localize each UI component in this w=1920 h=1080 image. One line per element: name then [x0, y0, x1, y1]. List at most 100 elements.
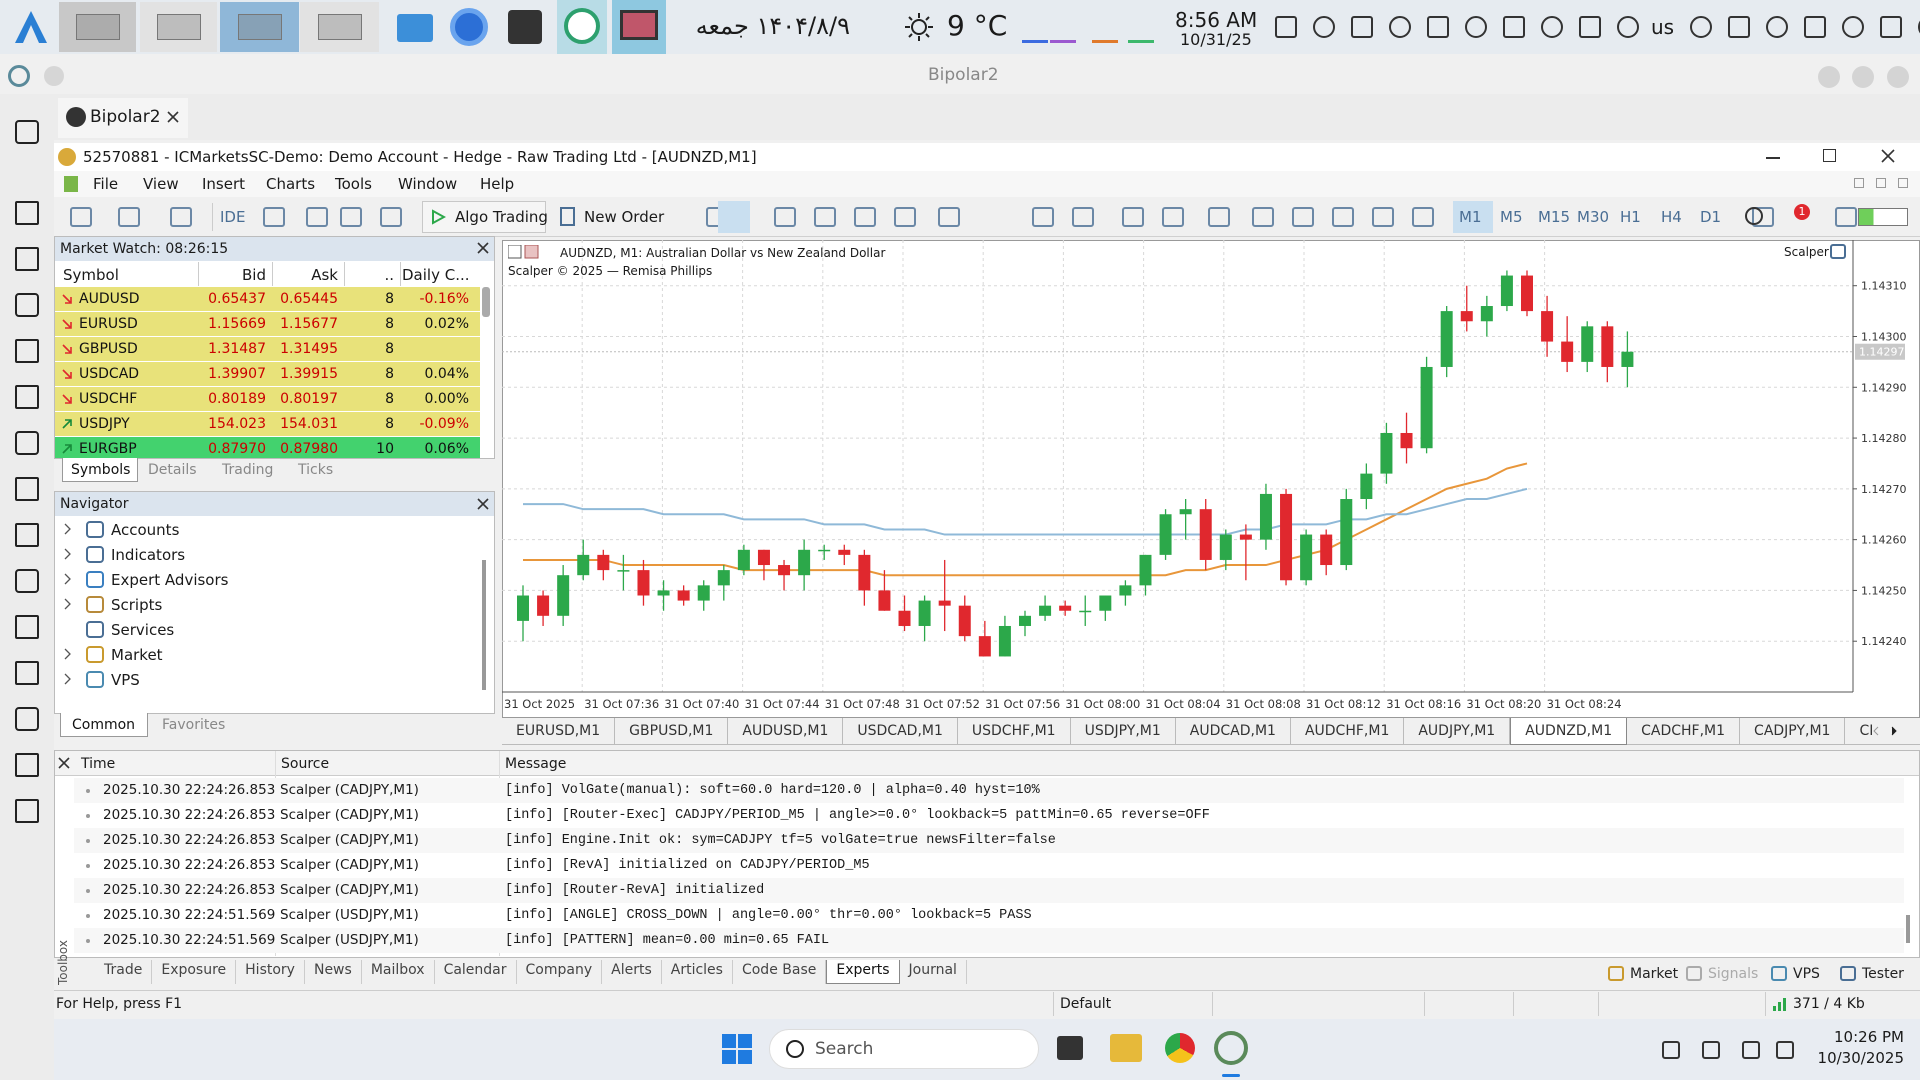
tray-icon[interactable]: [1804, 16, 1826, 38]
window-thumbnail[interactable]: [300, 2, 379, 52]
toolbox-tab[interactable]: Journal: [900, 960, 967, 984]
toolbox-right-item[interactable]: Market: [1630, 966, 1679, 982]
menu-item[interactable]: Tools: [335, 175, 372, 193]
search-box[interactable]: Search: [769, 1029, 1039, 1069]
toolbar-button[interactable]: [70, 207, 92, 227]
child-window-control[interactable]: [1854, 178, 1864, 188]
timeframe[interactable]: H1: [1620, 208, 1641, 226]
toolbar-button[interactable]: [1032, 207, 1054, 227]
toolbar-button[interactable]: [1412, 207, 1434, 227]
sidebar-icon[interactable]: [15, 661, 39, 685]
column-header[interactable]: Symbol: [63, 266, 119, 284]
toolbar-button[interactable]: [774, 207, 796, 227]
tray-icon[interactable]: [1503, 16, 1525, 38]
toolbar-button[interactable]: [1122, 207, 1144, 227]
toolbox-tab[interactable]: Exposure: [152, 960, 237, 984]
tray-icon[interactable]: [1617, 16, 1639, 38]
minimize[interactable]: [1766, 157, 1780, 159]
tray-icon[interactable]: [1313, 16, 1335, 38]
window-control[interactable]: [1818, 66, 1840, 88]
log-row[interactable]: [74, 853, 1904, 878]
toolbox-tab[interactable]: Company: [517, 960, 603, 984]
navigator-item[interactable]: Market: [111, 646, 163, 664]
toolbar-button[interactable]: [1292, 207, 1314, 227]
toolbox-tab[interactable]: Experts: [826, 960, 900, 984]
tab[interactable]: [58, 98, 188, 138]
market-row[interactable]: EURGBP 0.87970 0.87980 10 0.06%: [55, 437, 480, 458]
sidebar-icon[interactable]: [15, 615, 39, 639]
toolbox-right-item[interactable]: Signals: [1708, 966, 1759, 982]
column-header[interactable]: ..: [384, 266, 394, 284]
tray-icon[interactable]: [1579, 16, 1601, 38]
app-logo[interactable]: [12, 8, 50, 46]
tray-icon[interactable]: [1776, 1041, 1794, 1059]
chart-tab[interactable]: CADCHF,M1: [1627, 718, 1741, 745]
toolbar-button[interactable]: [380, 207, 402, 227]
toolbar-button[interactable]: [814, 207, 836, 227]
menu-item[interactable]: Insert: [202, 175, 246, 193]
taskbar-app[interactable]: [1057, 1036, 1083, 1060]
tray-icon[interactable]: [1742, 1041, 1760, 1059]
navigator-item[interactable]: VPS: [111, 671, 140, 689]
chart-tab[interactable]: USDCHF,M1: [958, 718, 1071, 745]
tray-icon[interactable]: [1766, 16, 1788, 38]
market-row[interactable]: GBPUSD 1.31487 1.31495 8: [55, 337, 480, 362]
toolbar-button[interactable]: [1252, 207, 1274, 227]
toolbar-button[interactable]: [1835, 207, 1857, 227]
log-column-header[interactable]: Time: [81, 756, 116, 772]
timeframe[interactable]: M5: [1500, 208, 1523, 226]
navigator-item[interactable]: Expert Advisors: [111, 571, 229, 589]
log-row[interactable]: [74, 878, 1904, 903]
sidebar-icon[interactable]: [15, 707, 39, 731]
expand-arrow[interactable]: [63, 573, 73, 585]
tray-icon[interactable]: [1702, 1041, 1720, 1059]
close-icon[interactable]: [166, 110, 180, 124]
menu-item[interactable]: Window: [398, 175, 458, 193]
tray-icon[interactable]: [1880, 16, 1902, 38]
tray-icon[interactable]: [1662, 1041, 1680, 1059]
toolbar-button[interactable]: [170, 207, 192, 227]
timeframe[interactable]: M15: [1538, 208, 1571, 226]
chart-tab[interactable]: USDJPY,M1: [1071, 718, 1176, 745]
taskbar-app-active[interactable]: [1214, 1031, 1248, 1065]
chart-tab[interactable]: AUDJPY,M1: [1404, 718, 1511, 745]
window-control[interactable]: [1852, 66, 1874, 88]
toolbox-tab[interactable]: History: [236, 960, 305, 984]
navigator-item[interactable]: Accounts: [111, 521, 180, 539]
sidebar-icon[interactable]: [15, 477, 39, 501]
toolbox-right-item[interactable]: VPS: [1793, 966, 1820, 982]
navigator-item[interactable]: Scripts: [111, 596, 163, 614]
log-row[interactable]: [74, 778, 1904, 803]
toolbar-button[interactable]: [118, 207, 140, 227]
market-watch-tab[interactable]: Trading: [222, 462, 274, 478]
tray-icon[interactable]: [1389, 16, 1411, 38]
tray-icon[interactable]: [1690, 16, 1712, 38]
column-header[interactable]: Ask: [311, 266, 338, 284]
tab-title[interactable]: Bipolar2: [90, 107, 161, 127]
sidebar-icon[interactable]: [15, 339, 39, 363]
toolbox-tab[interactable]: Alerts: [602, 960, 662, 984]
tray-icon[interactable]: [1728, 16, 1750, 38]
sidebar-icon[interactable]: [15, 120, 39, 144]
log-row[interactable]: [74, 903, 1904, 928]
expand-arrow[interactable]: [63, 673, 73, 685]
tray-icon[interactable]: [1275, 16, 1297, 38]
toolbox-right-item[interactable]: Tester: [1862, 966, 1904, 982]
close-icon[interactable]: [1880, 148, 1896, 164]
toolbar-button[interactable]: [894, 207, 916, 227]
menu-item[interactable]: Charts: [266, 175, 316, 193]
market-row[interactable]: USDJPY 154.023 154.031 8 -0.09%: [55, 412, 480, 437]
chart-tab[interactable]: AUDNZD,M1: [1510, 718, 1628, 745]
log-column-header[interactable]: Message: [505, 756, 567, 772]
toolbox-tab[interactable]: Articles: [662, 960, 733, 984]
sidebar-icon[interactable]: [15, 201, 39, 225]
taskbar-app[interactable]: [1110, 1034, 1142, 1062]
sidebar-icon[interactable]: [15, 799, 39, 823]
chart-tab[interactable]: EURUSD,M1: [502, 718, 616, 745]
expand-arrow[interactable]: [63, 598, 73, 610]
search-button[interactable]: [1745, 207, 1763, 225]
timeframe[interactable]: H4: [1661, 208, 1682, 226]
child-window-control[interactable]: [1876, 178, 1886, 188]
timeframe[interactable]: D1: [1700, 208, 1722, 226]
log-row[interactable]: [74, 828, 1904, 853]
